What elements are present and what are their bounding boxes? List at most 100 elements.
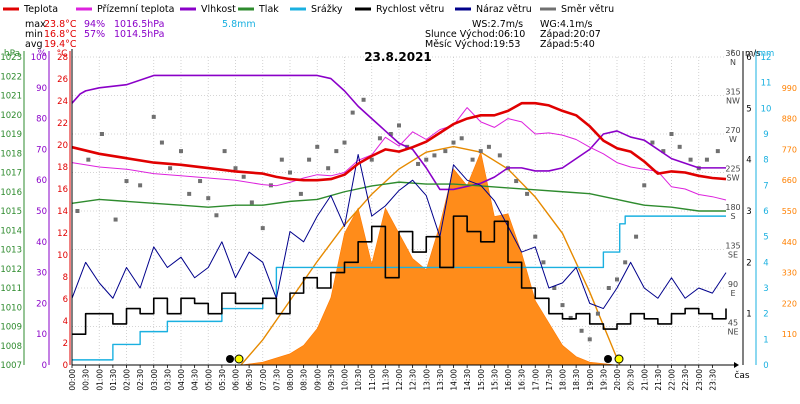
- legend-label: Rychlost větru: [376, 4, 444, 15]
- pressure-tick-label: 1017: [0, 169, 22, 179]
- time-tick-label: 12:00: [395, 369, 404, 391]
- stat-min-pressure: 1014.5hPa: [114, 29, 164, 40]
- wind-direction-point: [452, 141, 456, 145]
- time-tick-label: 07:00: [259, 369, 268, 391]
- wind-direction-point: [86, 158, 90, 162]
- time-tick-label: 01:30: [109, 369, 118, 391]
- rain-tick-label: 10: [761, 104, 772, 114]
- temperature-axis-unit: °C: [57, 49, 68, 59]
- solar-tick-label: 220: [782, 299, 797, 308]
- time-tick-label: 04:30: [191, 369, 200, 391]
- wind-speed-tick-label: 4: [746, 156, 751, 166]
- pressure-tick-label: 1016: [0, 188, 22, 198]
- temperature-tick-label: 10: [57, 251, 68, 261]
- wind-speed-tick-label: 6: [746, 53, 751, 63]
- time-tick-label: 03:00: [150, 369, 159, 391]
- wind-direction-point: [561, 303, 565, 307]
- solar-tick-label: 770: [782, 145, 797, 154]
- wind-direction-point: [114, 218, 118, 222]
- legend-label: Přízemní teplota: [97, 4, 174, 15]
- info-moon: Měsíc Východ:19:53: [425, 39, 520, 50]
- wind-direction-point: [642, 183, 646, 187]
- wind-direction-point: [334, 149, 338, 153]
- rain-tick-label: 6: [763, 207, 768, 217]
- time-tick-label: 07:30: [272, 369, 281, 391]
- temperature-tick-label: 14: [57, 207, 68, 217]
- wind-dir-cardinal-label: SW: [727, 174, 740, 183]
- sunset-icon: [615, 355, 623, 363]
- wind-direction-point: [479, 149, 483, 153]
- temperature-tick-label: 22: [57, 119, 68, 129]
- stat-min-humidity: 57%: [84, 29, 105, 40]
- rain-tick-label: 12: [761, 53, 772, 63]
- humidity-tick-label: 30: [36, 269, 47, 279]
- rain-tick-label: 8: [763, 156, 768, 166]
- solar-tick-label: 880: [782, 115, 797, 124]
- stat-avg-label: avg: [25, 39, 42, 50]
- wind-direction-point: [634, 235, 638, 239]
- pressure-tick-label: 1014: [0, 226, 22, 236]
- rain-tick-label: 1: [763, 335, 768, 345]
- time-tick-label: 20:30: [627, 369, 636, 391]
- humidity-tick-label: 10: [36, 330, 47, 340]
- legend-label: Tlak: [258, 4, 279, 15]
- legend-label: Směr větru: [561, 4, 614, 15]
- wind-direction-point: [416, 162, 420, 166]
- wind-direction-point: [623, 260, 627, 264]
- wind-direction-point: [125, 179, 129, 183]
- time-tick-label: 12:30: [409, 369, 418, 391]
- wind-direction-point: [525, 192, 529, 196]
- wind-direction-point: [234, 166, 238, 170]
- temperature-tick-label: 16: [57, 185, 68, 195]
- wind-direction-point: [160, 141, 164, 145]
- wind-dir-cardinal-label: SE: [728, 251, 738, 260]
- time-tick-label: 02:00: [123, 369, 132, 391]
- wind-direction-point: [261, 226, 265, 230]
- wind-direction-point: [378, 136, 382, 140]
- wind-direction-point: [214, 213, 218, 217]
- time-tick-label: 03:30: [163, 369, 172, 391]
- rain-tick-label: 4: [763, 258, 768, 268]
- time-tick-label: 08:00: [286, 369, 295, 391]
- time-tick-label: 19:00: [586, 369, 595, 391]
- rain-tick-label: 9: [763, 130, 768, 140]
- pressure-tick-label: 1010: [0, 303, 22, 313]
- rain-tick-label: 2: [763, 310, 768, 320]
- wind-direction-point: [187, 192, 191, 196]
- solar-tick-label: 550: [782, 207, 797, 216]
- pressure-tick-label: 1018: [0, 149, 22, 159]
- wind-direction-point: [179, 149, 183, 153]
- humidity-tick-label: 80: [36, 115, 47, 125]
- time-tick-label: 20:00: [613, 369, 622, 391]
- pressure-tick-label: 1022: [0, 72, 22, 82]
- time-tick-label: 02:30: [136, 369, 145, 391]
- pressure-tick-label: 1020: [0, 111, 22, 121]
- wind-direction-point: [487, 145, 491, 149]
- wind-dir-tick-label: 90: [728, 280, 738, 289]
- rain-tick-label: 0: [763, 361, 768, 371]
- legend-label: Srážky: [311, 4, 343, 15]
- temperature-tick-label: 4: [63, 317, 68, 327]
- humidity-tick-label: 50: [36, 207, 47, 217]
- wind-dir-cardinal-label: N: [730, 58, 736, 67]
- pressure-tick-label: 1015: [0, 207, 22, 217]
- wind-direction-point: [250, 200, 254, 204]
- info-moon-set: Západ:5:40: [540, 39, 595, 50]
- time-tick-label: 05:00: [204, 369, 213, 391]
- humidity-tick-label: 0: [42, 361, 47, 371]
- rain-tick-label: 7: [763, 181, 768, 191]
- wind-direction-point: [607, 286, 611, 290]
- wind-direction-point: [280, 158, 284, 162]
- time-tick-label: 15:00: [477, 369, 486, 391]
- time-tick-label: 09:00: [313, 369, 322, 391]
- time-tick-label: 00:00: [68, 369, 77, 391]
- rain-tick-label: 5: [763, 233, 768, 243]
- wind-direction-point: [689, 158, 693, 162]
- wind-dir-tick-label: 225: [725, 165, 740, 174]
- wind-direction-point: [471, 158, 475, 162]
- pressure-tick-label: 1012: [0, 265, 22, 275]
- x-axis-label: čas: [734, 370, 749, 381]
- wind-dir-tick-label: 315: [725, 88, 740, 97]
- time-tick-label: 13:00: [422, 369, 431, 391]
